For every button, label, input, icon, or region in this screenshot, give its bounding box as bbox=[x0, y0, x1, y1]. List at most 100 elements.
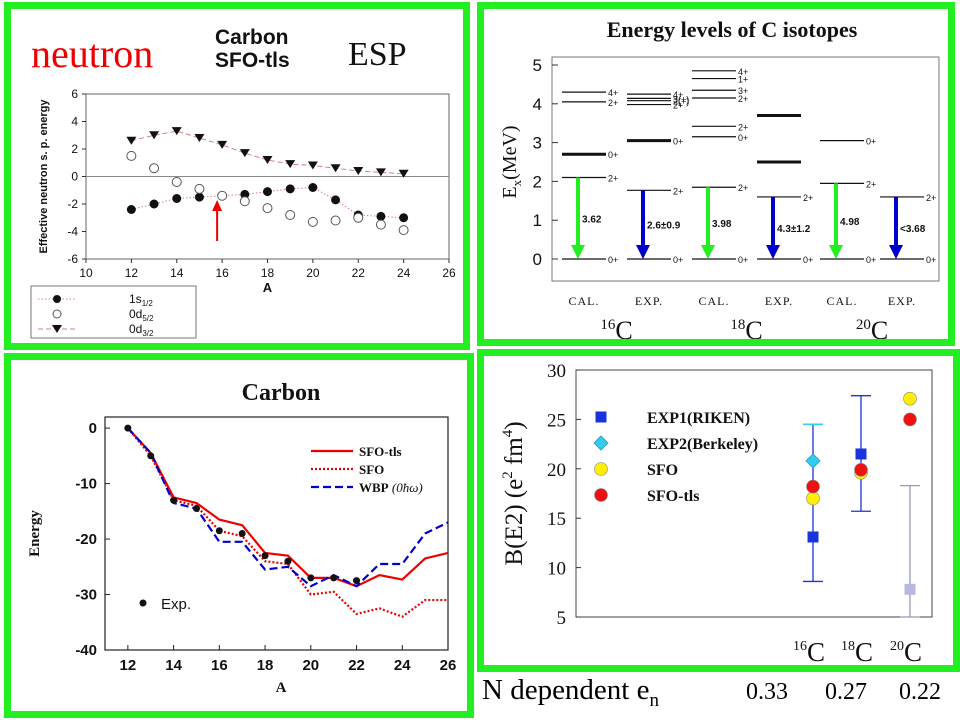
footer-value-18c: 0.27 bbox=[825, 679, 867, 705]
y-tick-label: -6 bbox=[67, 252, 78, 266]
data-point bbox=[375, 168, 386, 177]
error-bar bbox=[900, 484, 920, 618]
energy-chart: Carbon 12 14 16 18 20 22 24 26 0 -10 -20 -30 -40 A Ener… bbox=[27, 380, 457, 696]
data-point bbox=[807, 531, 819, 543]
legend-label-sub: 1/2 bbox=[142, 299, 154, 308]
data-point bbox=[375, 219, 386, 230]
column-label: CAL. bbox=[569, 294, 600, 308]
level-spin-label: 2+ bbox=[673, 186, 683, 196]
data-point bbox=[149, 199, 159, 209]
series-line bbox=[127, 427, 448, 618]
level-spin-label: 0+ bbox=[673, 137, 683, 147]
series-sfo bbox=[127, 427, 448, 618]
data-point bbox=[398, 169, 409, 178]
level-spin-label: 2+ bbox=[738, 183, 748, 193]
data-point bbox=[171, 127, 182, 136]
y-tick-label: 0 bbox=[89, 420, 97, 437]
legend-label: WBP (0ħω) bbox=[359, 480, 423, 495]
level-spin-label: 2+ bbox=[608, 98, 618, 108]
data-point bbox=[126, 150, 137, 161]
data-point bbox=[353, 212, 364, 223]
data-point bbox=[126, 205, 136, 214]
legend-marker bbox=[52, 325, 62, 333]
level-spin-label: 0+ bbox=[608, 150, 618, 160]
legend-label: 0d3/2 bbox=[129, 322, 154, 338]
transition-arrow-head bbox=[766, 245, 780, 259]
data-point bbox=[805, 453, 821, 469]
data-point bbox=[194, 134, 205, 142]
level-spin-label: 2(+) bbox=[673, 97, 689, 107]
x-tick-label: 24 bbox=[394, 657, 411, 674]
level-spin-label: 0+ bbox=[608, 255, 618, 265]
data-point bbox=[398, 225, 409, 236]
levels-chart: Energy levels of C isotopes 0 1 2 3 4 5 Ex(MeV)… bbox=[499, 17, 940, 339]
category-label: 16C bbox=[793, 637, 825, 665]
data-point bbox=[376, 211, 386, 221]
legend-label-suffix: (0ħω) bbox=[389, 480, 423, 495]
transition-arrow-head bbox=[701, 245, 715, 259]
level-spin-label: 0+ bbox=[738, 255, 748, 265]
footer-label: N dependent en bbox=[482, 674, 659, 712]
data-point bbox=[353, 577, 361, 585]
y-axis-title-sub: x bbox=[509, 179, 524, 186]
y-axis-title-sup-2: 2 bbox=[500, 471, 516, 479]
data-point bbox=[903, 391, 917, 406]
y-axis-title: Ex(MeV) bbox=[499, 125, 524, 198]
y-tick-label: 5 bbox=[557, 608, 567, 629]
y-tick-label: -2 bbox=[67, 197, 78, 211]
legend-label: EXP2(Berkeley) bbox=[647, 436, 758, 453]
level-spin-label: 4+ bbox=[738, 67, 748, 77]
legend-label-name: SFO bbox=[359, 462, 384, 477]
y-tick-label: 15 bbox=[547, 509, 566, 530]
x-tick-label: 26 bbox=[440, 657, 457, 674]
data-point bbox=[192, 505, 200, 513]
level-spin-label: 2+ bbox=[866, 179, 876, 189]
series-line bbox=[127, 427, 449, 588]
header-neutron: neutron bbox=[31, 31, 153, 76]
data-point bbox=[330, 164, 341, 173]
footer-label-sub: n bbox=[649, 689, 660, 711]
y-tick-label: 20 bbox=[547, 460, 566, 481]
chart-title: Energy levels of C isotopes bbox=[607, 17, 858, 42]
transition-arrow-head bbox=[636, 245, 650, 259]
level-spin-label: 3+ bbox=[738, 86, 748, 96]
data-point bbox=[238, 530, 246, 537]
annotation-arrow-head bbox=[212, 200, 223, 211]
y-tick-label: 6 bbox=[71, 87, 78, 101]
series-1s1/2 bbox=[126, 183, 409, 223]
x-axis-title: A bbox=[263, 280, 273, 295]
data-point bbox=[307, 161, 318, 170]
series-exp- bbox=[124, 424, 361, 585]
legend-label: 1s1/2 bbox=[129, 292, 153, 308]
legend-label-name: WBP bbox=[359, 480, 389, 495]
be2-chart: 5 10 15 20 25 30 B(E2) (e2 fm4) EXP1(RIKEN) EXP2… bbox=[500, 361, 933, 665]
y-tick-label: -40 bbox=[75, 642, 97, 659]
isotope-mass: 18 bbox=[730, 317, 745, 333]
data-point bbox=[806, 479, 820, 494]
data-point bbox=[149, 131, 160, 140]
category-symbol: C bbox=[904, 637, 922, 665]
data-point bbox=[239, 196, 250, 207]
y-axis-title-main: E bbox=[499, 186, 521, 198]
legend-label: SFO-tls bbox=[647, 488, 699, 505]
data-point bbox=[261, 552, 269, 560]
plot-frame bbox=[551, 56, 940, 282]
x-tick-label: 24 bbox=[397, 266, 411, 280]
column-label: EXP. bbox=[888, 294, 916, 308]
y-tick-label: 30 bbox=[547, 361, 566, 382]
data-point bbox=[262, 203, 273, 214]
y-axis-title-a: B(E2) (e bbox=[501, 479, 528, 566]
level-spin-label: 2+ bbox=[738, 94, 748, 104]
column-label: CAL. bbox=[699, 294, 730, 308]
data-point bbox=[285, 160, 296, 169]
footer-value-16c: 0.33 bbox=[746, 679, 788, 705]
category-symbol: C bbox=[855, 637, 873, 665]
category-label: 20C bbox=[890, 637, 922, 665]
x-tick-label: 16 bbox=[215, 266, 229, 280]
footer-caption: N dependent en 0.33 0.27 0.22 bbox=[482, 674, 960, 720]
data-point bbox=[171, 177, 182, 187]
x-tick-label: 22 bbox=[348, 657, 365, 674]
data-point bbox=[903, 412, 917, 427]
transition-be2-label: 3.62 bbox=[582, 214, 602, 225]
